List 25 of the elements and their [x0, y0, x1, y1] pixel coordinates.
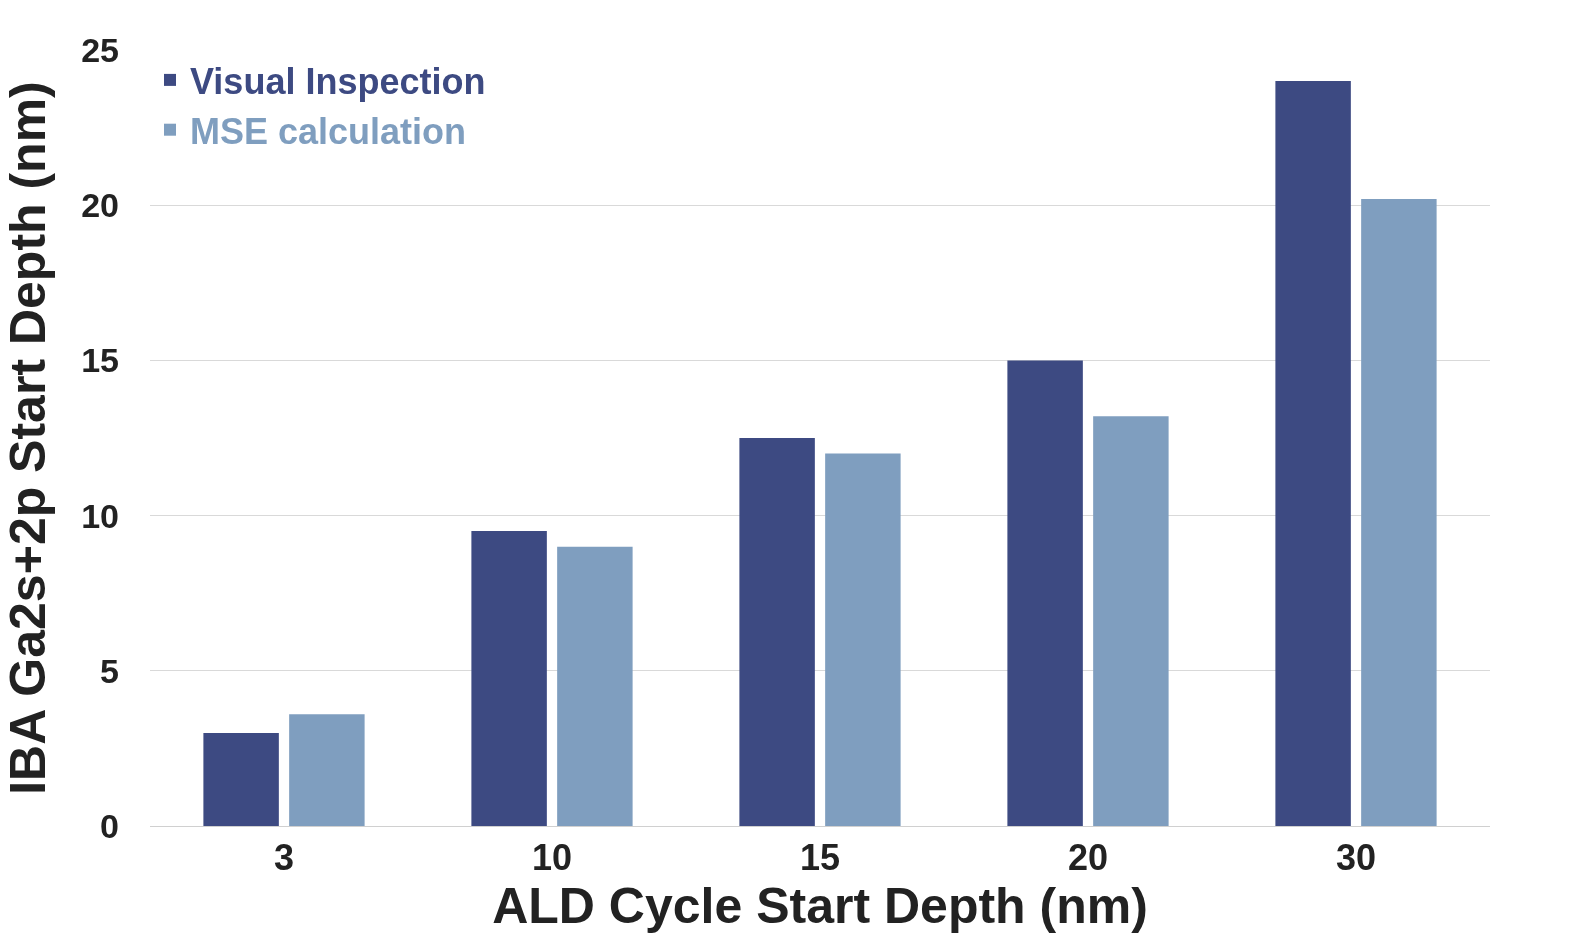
bar	[1275, 81, 1351, 826]
y-tick-label: 15	[81, 341, 119, 380]
y-tick-label: 20	[81, 186, 119, 225]
bar	[1361, 198, 1437, 826]
bar	[1093, 416, 1169, 826]
y-tick-label: 0	[100, 806, 119, 845]
x-tick-label: 10	[531, 837, 573, 879]
legend-label: MSE calculation	[190, 110, 467, 152]
bar	[471, 531, 547, 826]
x-axis-title: ALD Cycle Start Depth (nm)	[492, 878, 1148, 935]
x-tick-label: 20	[1067, 837, 1109, 879]
y-tick-label: 10	[81, 496, 119, 535]
x-tick-label: 3	[273, 837, 295, 879]
y-axis-title: IBA Ga2s+2p Start Depth (nm)	[0, 81, 56, 795]
y-tick-label: 25	[81, 30, 119, 69]
bar	[825, 453, 901, 826]
bar	[289, 714, 365, 826]
bar	[1007, 360, 1083, 826]
bar	[557, 546, 633, 826]
bar	[739, 438, 815, 826]
x-tick-label: 30	[1335, 837, 1377, 879]
legend-label: Visual Inspection	[190, 60, 486, 102]
y-tick-label: 5	[100, 651, 119, 690]
x-tick-label: 15	[799, 837, 841, 879]
bar	[203, 732, 279, 826]
